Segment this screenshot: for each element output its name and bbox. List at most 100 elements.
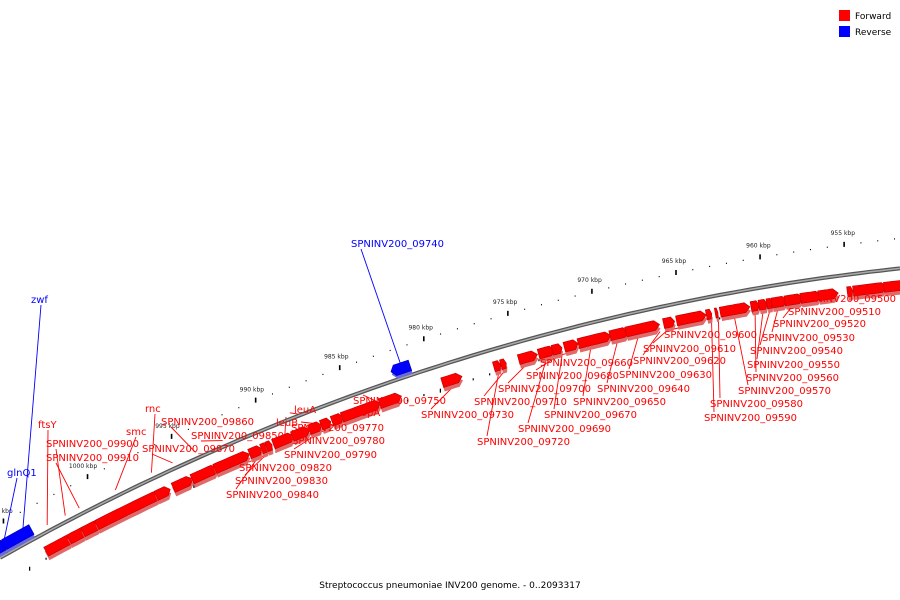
gene-label-spninv200_09520[interactable]: SPNINV200_09520 [773, 319, 866, 330]
forward-gene-block [170, 476, 194, 493]
ruler-tick-major [507, 310, 509, 316]
gene-label-spninv200_09690[interactable]: SPNINV200_09690 [518, 424, 611, 435]
ruler-tick-minor [53, 493, 55, 496]
gene-label-spninv200_09680[interactable]: SPNINV200_09680 [526, 371, 619, 382]
gene-label-spninv200_09870[interactable]: SPNINV200_09870 [142, 444, 235, 455]
ruler-tick-major [2, 518, 5, 524]
leader-spninv200_09720 [486, 372, 500, 437]
leader-spninv200_09900 [55, 448, 66, 516]
forward-gene-block [290, 426, 311, 442]
gene-label-spninv200_09560[interactable]: SPNINV200_09560 [746, 373, 839, 384]
gene-label-spninv200_09900[interactable]: SPNINV200_09900 [46, 439, 139, 450]
leader-spninv200_09670 [553, 354, 563, 410]
ruler-tick-minor [19, 511, 21, 513]
forward-gene-block [318, 417, 332, 431]
gene-label-spninv200_09780[interactable]: SPNINV200_09780 [292, 436, 385, 447]
gene-track [0, 280, 900, 561]
ruler-tick-major [675, 269, 677, 275]
ruler-tick-major [591, 288, 593, 294]
forward-gene-block [153, 486, 171, 501]
ruler-tick-minor [305, 380, 307, 382]
forward-gene-block [440, 372, 463, 388]
gene-label-spninv200_09610[interactable]: SPNINV200_09610 [643, 344, 736, 355]
gene-label-spninv200_09530[interactable]: SPNINV200_09530 [762, 333, 855, 344]
ruler-tick-minor [793, 251, 795, 253]
inner-tick [406, 399, 409, 402]
reverse-gene-block [390, 359, 413, 376]
gene-label-spninv200_09710[interactable]: SPNINV200_09710 [474, 397, 567, 408]
leader-spninv200_09540 [759, 310, 771, 346]
gene-label-spninv200_09580[interactable]: SPNINV200_09580 [710, 399, 803, 410]
forward-gene-block [212, 451, 251, 474]
leader-zwf [21, 304, 42, 539]
ruler-tick-minor [154, 444, 156, 446]
gene-label-spninv200_09620[interactable]: SPNINV200_09620 [633, 356, 726, 367]
forward-gene-block [704, 308, 713, 321]
gene-label-spninv200_09850[interactable]: SPNINV200_09850 [191, 431, 284, 442]
gene-label-smc[interactable]: smc [126, 427, 146, 438]
gene-label-spninv200_09630[interactable]: SPNINV200_09630 [619, 370, 712, 381]
ruler-tick-major [422, 336, 425, 342]
ruler-label: 1005 kbp [0, 508, 13, 515]
gene-label-spninv200_09740[interactable]: SPNINV200_09740 [351, 239, 444, 250]
gene-label-topa[interactable]: topA [357, 408, 380, 419]
forward-gene-block [817, 288, 839, 302]
gene-label-spninv200_09570[interactable]: SPNINV200_09570 [738, 386, 831, 397]
forward-gene-block [576, 331, 612, 349]
gene-label-spninv200_09840[interactable]: SPNINV200_09840 [226, 490, 319, 501]
gene-label-spninv200_09750[interactable]: SPNINV200_09750 [353, 396, 446, 407]
legend: Forward Reverse [839, 10, 892, 38]
ruler-tick-minor [809, 248, 811, 251]
ruler-tick-minor [271, 393, 273, 395]
gene-label-spninv200_09790[interactable]: SPNINV200_09790 [284, 450, 377, 461]
gene-label-spninv200_09500[interactable]: SPNINV200_09500 [803, 294, 896, 305]
gene-label-spninv200_09910[interactable]: SPNINV200_09910 [46, 453, 139, 464]
gene-label-spninv200_09820[interactable]: SPNINV200_09820 [239, 463, 332, 474]
leader-spninv200_09570 [733, 316, 749, 386]
gene-label-spninv200_09550[interactable]: SPNINV200_09550 [747, 360, 840, 371]
gene-label-spninv200_09700[interactable]: SPNINV200_09700 [498, 384, 591, 395]
gene-label-spninv200_09670[interactable]: SPNINV200_09670 [544, 410, 637, 421]
leader-spninv200_09560 [754, 312, 757, 373]
leader-spninv200_09910 [55, 462, 80, 509]
ruler-label: 970 kbp [577, 277, 602, 284]
gene-label-leub[interactable]: leuB [276, 418, 298, 429]
gene-label-glnq1[interactable]: glnQ1 [7, 468, 37, 479]
gene-label-spninv200_09720[interactable]: SPNINV200_09720 [477, 437, 570, 448]
leader-ftsy [46, 429, 49, 526]
gene-labels: glnQ1 zwf ftsY SPNINV200_09900 SPNINV200_099… [7, 239, 896, 501]
gene-label-spninv200_09650[interactable]: SPNINV200_09650 [573, 397, 666, 408]
forward-gene-block [339, 400, 382, 423]
gene-label-rnc[interactable]: rnc [145, 404, 161, 415]
gene-label-spninv200_09770[interactable]: SPNINV200_09770 [291, 423, 384, 434]
gene-label-spninv200_09660[interactable]: SPNINV200_09660 [540, 358, 633, 369]
forward-gene-block [307, 421, 323, 435]
ruler-tick-major [338, 365, 341, 371]
ruler-tick-major [843, 241, 845, 247]
ruler-tick-minor [742, 259, 744, 261]
gene-label-spninv200_09510[interactable]: SPNINV200_09510 [788, 307, 881, 318]
inner-tick [439, 388, 441, 393]
ruler-tick-minor [204, 421, 206, 423]
ruler-tick-minor [103, 468, 105, 470]
inner-tick [45, 557, 47, 560]
backbone-highlight [0, 267, 900, 559]
ruler-tick-minor [540, 304, 542, 306]
gene-label-spninv200_09600[interactable]: SPNINV200_09600 [664, 330, 757, 341]
ruler-tick-minor [894, 238, 896, 240]
ruler-tick-minor [524, 308, 526, 310]
gene-label-spninv200_09590[interactable]: SPNINV200_09590 [704, 413, 797, 424]
gene-label-spninv200_09830[interactable]: SPNINV200_09830 [235, 476, 328, 487]
ruler-tick-minor [608, 287, 610, 289]
gene-label-zwf[interactable]: zwf [31, 295, 48, 306]
forward-gene-block [499, 358, 507, 370]
gene-label-spninv200_09860[interactable]: SPNINV200_09860 [161, 417, 254, 428]
gene-label-spninv200_09540[interactable]: SPNINV200_09540 [750, 346, 843, 357]
gene-label-ftsy[interactable]: ftsY [38, 420, 57, 431]
forward-gene-block [883, 280, 900, 293]
leader-smc [114, 436, 137, 491]
gene-label-spninv200_09730[interactable]: SPNINV200_09730 [421, 410, 514, 421]
gene-label-spninv200_09640[interactable]: SPNINV200_09640 [597, 384, 690, 395]
leader-spninv200_09530 [771, 309, 779, 333]
gene-label-leua[interactable]: leuA [294, 405, 316, 416]
